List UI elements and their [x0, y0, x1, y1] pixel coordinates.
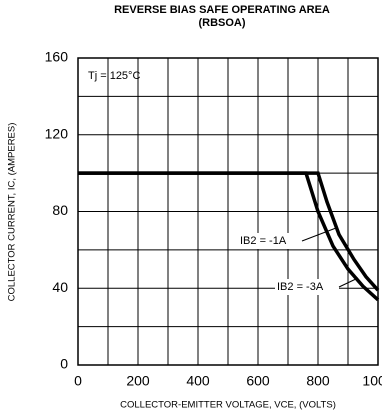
label-background — [238, 233, 302, 249]
temperature-annotation: Tj = 125°C — [88, 70, 140, 82]
chart-subtitle: (RBSOA) — [198, 17, 245, 29]
y-tick-label: 40 — [52, 279, 68, 295]
x-axis-label: COLLECTOR-EMITTER VOLTAGE, VCE, (VOLTS) — [120, 400, 336, 411]
y-tick-label: 120 — [45, 125, 69, 141]
x-tick-label: 600 — [246, 373, 270, 389]
leader-line — [301, 227, 337, 242]
leader-line — [338, 277, 359, 288]
x-tick-label: 200 — [126, 373, 150, 389]
label-background — [275, 279, 339, 295]
series-line — [78, 171, 380, 292]
y-tick-label: 80 — [52, 202, 68, 218]
series-label: IB2 = -3A — [277, 281, 324, 293]
series-label: IB2 = -1A — [240, 235, 287, 247]
x-tick-label: 800 — [306, 373, 330, 389]
y-axis-label: COLLECTOR CURRENT, IC, (AMPERES) — [7, 123, 18, 302]
x-tick-label: 400 — [186, 373, 210, 389]
chart-title: REVERSE BIAS SAFE OPERATING AREA — [114, 4, 330, 16]
y-tick-label: 0 — [60, 356, 68, 372]
plot-frame — [77, 57, 379, 366]
x-tick-label: 0 — [74, 373, 82, 389]
y-tick-label: 160 — [45, 49, 69, 65]
